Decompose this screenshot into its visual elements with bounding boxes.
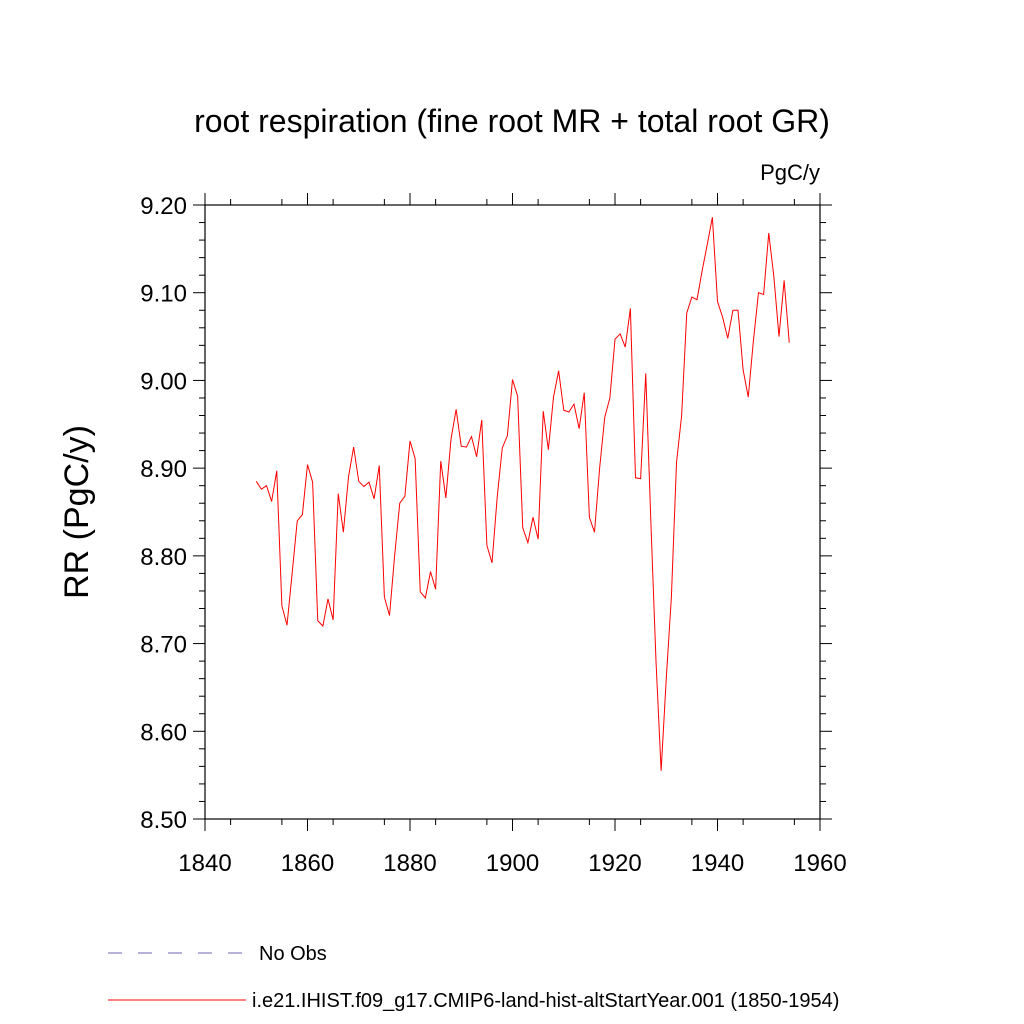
x-tick-labels: 1840 1860 1880 1900 1920 1940 1960	[178, 850, 846, 877]
plot-frame	[204, 204, 821, 820]
y-tick-label: 9.00	[140, 368, 187, 395]
y-tick-label: 9.20	[140, 193, 187, 220]
legend-label-no-obs: No Obs	[259, 943, 327, 965]
y-tick-label: 8.70	[140, 632, 187, 659]
x-tick-label: 1880	[383, 850, 436, 877]
x-tick-label: 1920	[588, 850, 641, 877]
series-line	[255, 217, 790, 771]
x-tick-label: 1960	[793, 850, 846, 877]
y-tick-label: 9.10	[140, 281, 187, 308]
legend: No Obs i.e21.IHIST.f09_g17.CMIP6-land-hi…	[108, 943, 839, 1012]
y-tick-label: 8.50	[140, 807, 187, 834]
axis-ticks	[193, 193, 832, 831]
legend-label-model: i.e21.IHIST.f09_g17.CMIP6-land-hist-altS…	[252, 990, 839, 1012]
x-tick-label: 1840	[178, 850, 231, 877]
x-tick-label: 1940	[691, 850, 744, 877]
series-group	[255, 217, 790, 771]
units-label: PgC/y	[760, 160, 820, 185]
x-tick-label: 1860	[281, 850, 334, 877]
y-tick-label: 8.90	[140, 456, 187, 483]
chart-title: root respiration (fine root MR + total r…	[194, 103, 830, 139]
y-tick-label: 8.80	[140, 544, 187, 571]
y-axis-label: RR (PgC/y)	[58, 425, 96, 599]
y-tick-label: 8.60	[140, 719, 187, 746]
y-tick-labels: 8.50 8.60 8.70 8.80 8.90 9.00 9.10 9.20	[140, 193, 187, 834]
x-tick-label: 1900	[486, 850, 539, 877]
